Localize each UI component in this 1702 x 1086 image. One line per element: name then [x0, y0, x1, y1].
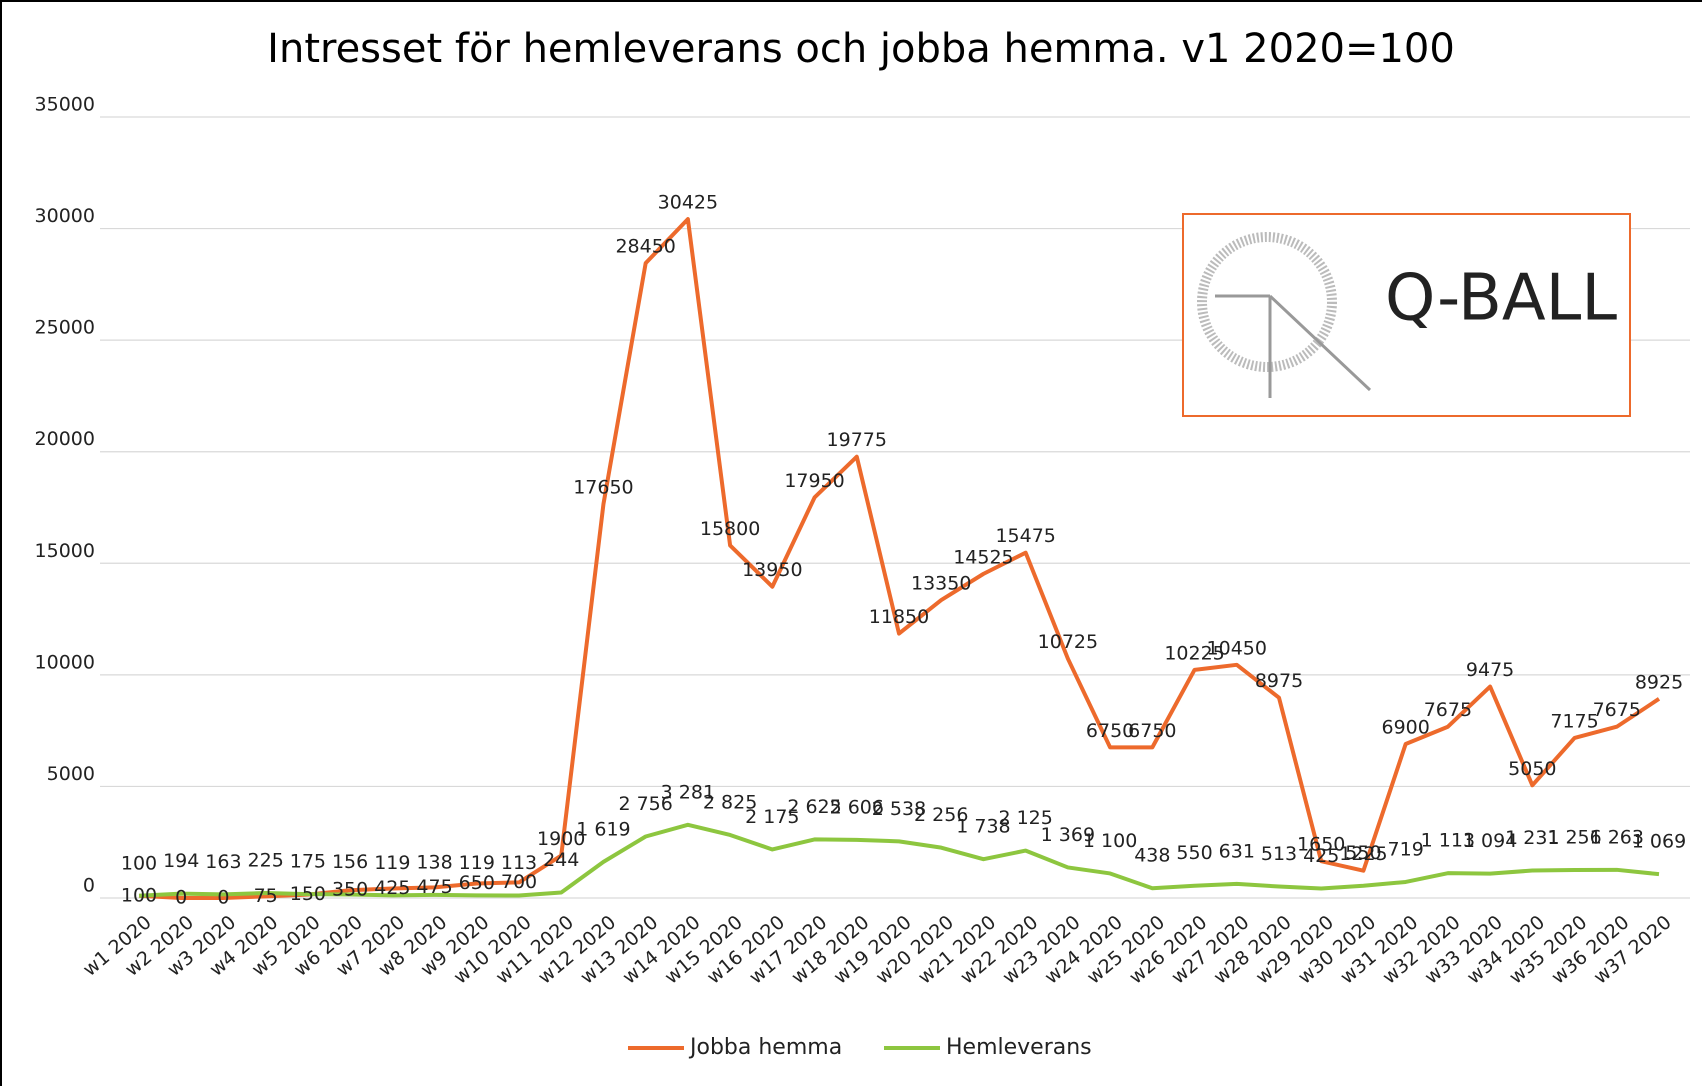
data-label: 13950: [742, 559, 802, 581]
data-label: 5050: [1508, 758, 1556, 780]
data-label: 631: [1219, 840, 1255, 862]
data-label: 2 175: [745, 806, 799, 828]
data-label: 15475: [995, 525, 1055, 547]
y-tick-label: 10000: [35, 651, 95, 673]
y-tick-label: 0: [83, 875, 95, 897]
data-label: 7175: [1550, 710, 1598, 732]
data-label: 17950: [784, 470, 844, 492]
data-label: 10225: [1164, 642, 1224, 664]
data-label: 2 825: [703, 791, 757, 813]
data-label: 550: [1345, 842, 1381, 864]
data-label: 1 231: [1505, 827, 1559, 849]
data-label: 1900: [537, 828, 585, 850]
data-label: 6750: [1128, 720, 1176, 742]
data-label: 2 756: [618, 793, 672, 815]
data-label: 175: [290, 851, 326, 873]
data-label: 150: [290, 883, 326, 905]
y-tick-label: 30000: [35, 205, 95, 227]
data-label: 1 100: [1083, 830, 1137, 852]
data-label: 14525: [953, 546, 1013, 568]
data-label: 1650: [1297, 834, 1345, 856]
data-label: 7675: [1593, 699, 1641, 721]
data-label: 10725: [1038, 631, 1098, 653]
data-label: 156: [332, 851, 368, 873]
data-label: 10450: [1207, 637, 1267, 659]
data-label: 163: [205, 851, 241, 873]
data-label: 1 069: [1632, 831, 1686, 853]
data-label: 30425: [658, 192, 718, 214]
data-label: 425: [374, 877, 410, 899]
data-label: 2 625: [787, 796, 841, 818]
data-label: 194: [163, 850, 199, 872]
data-label: 138: [416, 851, 452, 873]
data-label: 113: [501, 852, 537, 874]
data-label: 1 094: [1463, 830, 1517, 852]
data-label: 15800: [700, 518, 760, 540]
data-label: 100: [121, 852, 157, 874]
data-label: 6750: [1086, 720, 1134, 742]
data-label: 0: [175, 887, 187, 909]
data-label: 100: [121, 884, 157, 906]
data-label: 719: [1388, 838, 1424, 860]
data-label: 225: [248, 849, 284, 871]
data-label: 3 281: [661, 781, 715, 803]
line: [138, 217, 1661, 900]
data-label: 438: [1134, 845, 1170, 867]
data-label: 513: [1261, 843, 1297, 865]
data-label: 244: [543, 849, 579, 871]
y-tick-label: 15000: [35, 540, 95, 562]
data-label: 0: [217, 887, 229, 909]
y-tick-label: 20000: [35, 428, 95, 450]
data-label: 119: [374, 852, 410, 874]
data-label: 1225: [1339, 843, 1387, 865]
data-label: 1 369: [1041, 824, 1095, 846]
data-label: 28450: [615, 236, 675, 258]
data-label: 425: [1303, 845, 1339, 867]
line: [138, 822, 1660, 898]
data-label: 19775: [827, 429, 887, 451]
data-label: 75: [254, 885, 278, 907]
data-label: 8925: [1635, 671, 1683, 693]
data-label: 2 256: [914, 804, 968, 826]
data-label: 1 263: [1590, 826, 1644, 848]
y-tick-label: 35000: [35, 94, 95, 116]
data-label: 2 125: [998, 807, 1052, 829]
data-label: 8975: [1255, 670, 1303, 692]
data-label: 17650: [573, 477, 633, 499]
chart-title: Intresset för hemleverans och jobba hemm…: [267, 26, 1455, 72]
data-label: 700: [501, 871, 537, 893]
data-label: 550: [1176, 842, 1212, 864]
data-label: 1 619: [576, 818, 630, 840]
data-label: 6900: [1381, 717, 1429, 739]
data-label: 119: [459, 852, 495, 874]
data-label: 350: [332, 879, 368, 901]
data-label: 1 256: [1547, 826, 1601, 848]
data-label: 11850: [869, 606, 929, 628]
y-tick-label: 5000: [47, 763, 95, 785]
data-label: 1 738: [956, 816, 1010, 838]
data-label: 475: [416, 876, 452, 898]
logo: Q-BALL: [1182, 213, 1631, 417]
data-label: 650: [459, 872, 495, 894]
data-label: 7675: [1424, 699, 1472, 721]
logo-text: Q-BALL: [1385, 262, 1617, 336]
data-label: 2 606: [830, 796, 884, 818]
y-tick-label: 25000: [35, 317, 95, 339]
data-label: 1 113: [1421, 830, 1475, 852]
data-label: 13350: [911, 573, 971, 595]
data-label: 2 538: [872, 798, 926, 820]
data-label: 9475: [1466, 659, 1514, 681]
legend-label: Hemleverans: [946, 1035, 1092, 1060]
legend-label: Jobba hemma: [688, 1035, 842, 1060]
